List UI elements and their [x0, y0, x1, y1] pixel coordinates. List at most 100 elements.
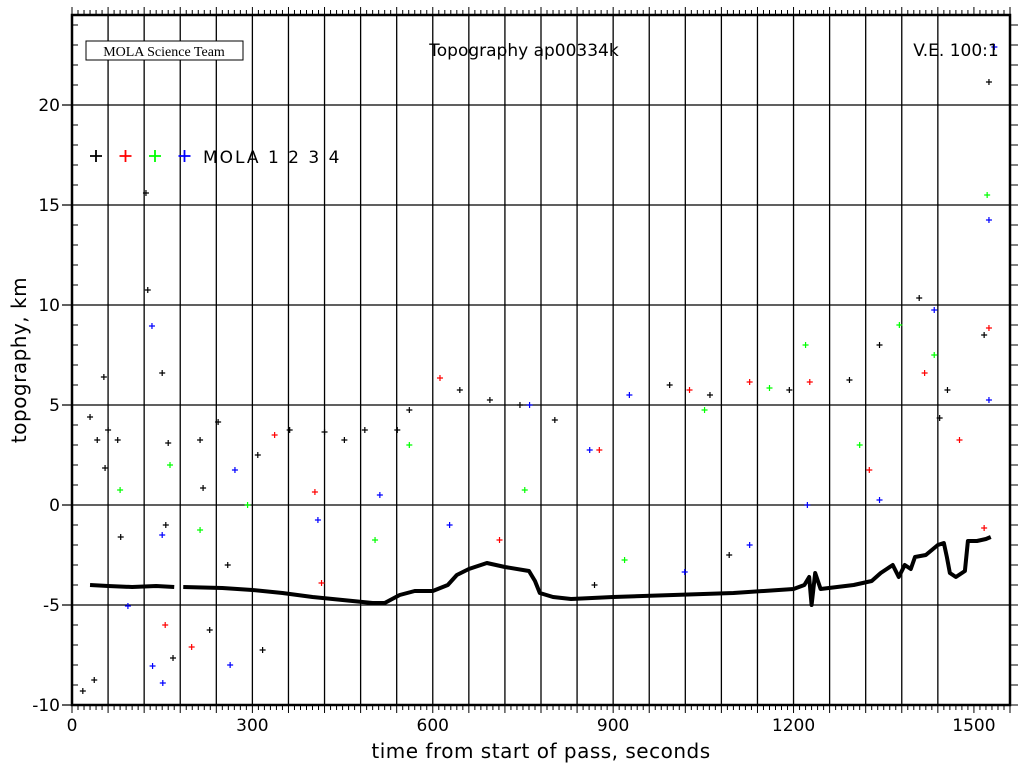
data-point-mola-1 — [361, 427, 368, 433]
data-point-mola-4 — [626, 392, 633, 398]
data-point-mola-1 — [94, 437, 101, 443]
x-tick-label: 300 — [236, 716, 268, 736]
y-tick-label: 20 — [38, 96, 60, 116]
y-tick-label: -5 — [43, 596, 60, 616]
data-point-mola-1 — [79, 688, 86, 694]
credit-box: MOLA Science Team — [85, 40, 244, 61]
data-point-mola-1 — [726, 552, 733, 558]
data-point-mola-4 — [876, 497, 883, 503]
grid — [62, 15, 1010, 706]
data-point-mola-1 — [394, 427, 401, 433]
data-point-mola-3 — [197, 527, 204, 533]
chart-title: Topography ap00334k — [428, 41, 619, 61]
data-point-mola-3 — [701, 407, 708, 413]
data-point-mola-4 — [149, 663, 156, 669]
data-point-mola-3 — [984, 192, 991, 198]
data-point-mola-3 — [766, 385, 773, 391]
data-point-mola-1 — [456, 387, 463, 393]
ve-annotation: V.E. 100:1 — [913, 41, 998, 61]
data-point-mola-1 — [944, 387, 951, 393]
data-point-mola-4 — [159, 532, 166, 538]
y-axis-label: topography, km — [7, 277, 31, 443]
data-point-mola-1 — [985, 79, 992, 85]
data-point-mola-4 — [231, 467, 238, 473]
data-point-mola-2 — [271, 432, 278, 438]
data-point-mola-2 — [436, 375, 443, 381]
data-point-mola-1 — [224, 562, 231, 568]
data-point-mola-2 — [188, 644, 195, 650]
data-point-mola-2 — [921, 370, 928, 376]
data-point-mola-2 — [496, 537, 503, 543]
data-point-mola-4 — [446, 522, 453, 528]
data-point-mola-3 — [931, 352, 938, 358]
data-point-mola-2 — [985, 325, 992, 331]
data-point-mola-1 — [591, 582, 598, 588]
data-point-mola-4 — [804, 502, 811, 508]
x-tick-label: 1500 — [952, 716, 995, 736]
data-point-mola-1 — [486, 397, 493, 403]
data-point-mola-2 — [981, 525, 988, 531]
legend-label: MOLA 1 2 3 4 — [203, 148, 341, 168]
data-point-mola-1 — [916, 295, 923, 301]
data-point-mola-1 — [197, 437, 204, 443]
data-point-mola-3 — [802, 342, 809, 348]
data-point-mola-4 — [681, 569, 688, 575]
data-point-mola-4 — [376, 492, 383, 498]
data-point-mola-1 — [102, 465, 109, 471]
x-tick-label: 600 — [417, 716, 449, 736]
legend-marker-mola-4 — [178, 150, 191, 162]
data-point-mola-1 — [200, 485, 207, 491]
data-point-mola-4 — [586, 447, 593, 453]
legend: MOLA 1 2 3 4 — [90, 148, 341, 168]
data-point-mola-4 — [159, 680, 166, 686]
data-point-mola-1 — [341, 437, 348, 443]
legend-marker-mola-2 — [119, 150, 132, 162]
data-point-mola-1 — [142, 190, 149, 196]
data-point-mola-1 — [206, 627, 213, 633]
x-axis-label: time from start of pass, seconds — [371, 739, 710, 763]
data-point-mola-2 — [318, 580, 325, 586]
data-point-mola-3 — [117, 487, 124, 493]
y-tick-label: 0 — [49, 496, 60, 516]
data-point-mola-4 — [124, 603, 131, 609]
data-point-mola-1 — [144, 287, 151, 293]
data-point-mola-1 — [936, 415, 943, 421]
data-point-mola-3 — [621, 557, 628, 563]
data-point-mola-1 — [159, 370, 166, 376]
data-point-mola-1 — [215, 419, 222, 425]
data-point-mola-4 — [227, 662, 234, 668]
y-tick-label: -10 — [32, 696, 60, 716]
data-point-mola-1 — [981, 332, 988, 338]
data-point-mola-1 — [846, 377, 853, 383]
data-point-mola-2 — [956, 437, 963, 443]
data-point-mola-3 — [896, 322, 903, 328]
data-point-mola-1 — [165, 440, 172, 446]
data-point-mola-3 — [521, 487, 528, 493]
data-point-mola-1 — [114, 437, 121, 443]
data-point-mola-1 — [286, 427, 293, 433]
x-tick-label: 1200 — [772, 716, 815, 736]
data-point-mola-1 — [706, 392, 713, 398]
data-point-mola-2 — [806, 379, 813, 385]
data-point-mola-3 — [167, 462, 174, 468]
data-point-mola-2 — [162, 622, 169, 628]
data-point-mola-1 — [254, 452, 261, 458]
data-point-mola-1 — [105, 427, 112, 433]
data-point-mola-1 — [666, 382, 673, 388]
data-point-mola-2 — [686, 387, 693, 393]
legend-marker-mola-3 — [149, 150, 161, 162]
data-point-mola-1 — [100, 374, 107, 380]
data-point-mola-3 — [372, 537, 379, 543]
x-tick-label: 900 — [597, 716, 629, 736]
data-point-mola-1 — [786, 387, 793, 393]
data-point-mola-4 — [526, 402, 533, 408]
data-point-mola-1 — [91, 677, 98, 683]
data-point-mola-4 — [314, 517, 321, 523]
data-point-mola-4 — [991, 44, 998, 50]
data-point-mola-3 — [856, 442, 863, 448]
y-tick-label: 10 — [38, 296, 60, 316]
data-point-mola-1 — [162, 522, 169, 528]
data-point-mola-1 — [406, 407, 413, 413]
data-marks — [79, 44, 998, 694]
